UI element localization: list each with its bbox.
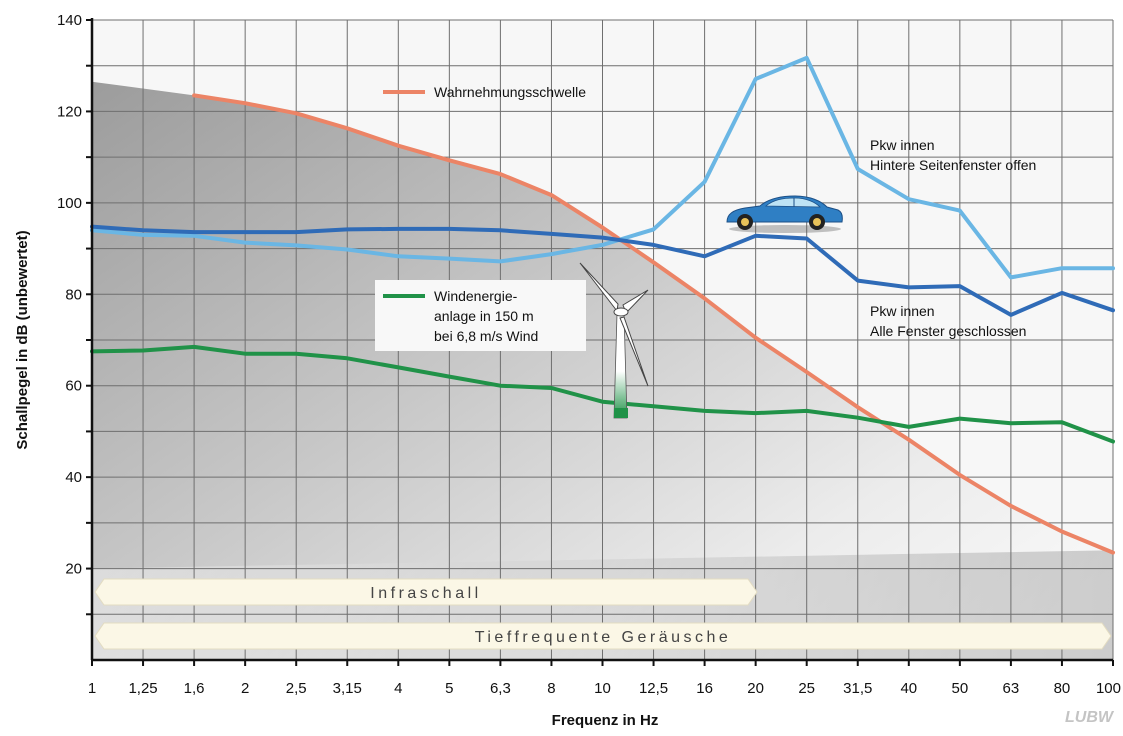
y-tick-label: 40: [65, 469, 82, 486]
car-icon: [726, 195, 843, 233]
x-tick-label: 10: [594, 680, 611, 697]
x-tick-label: 63: [1003, 680, 1020, 697]
threshold-label: Wahrnehmungsschwelle: [434, 84, 586, 100]
x-tick-label: 8: [547, 680, 555, 697]
wind-label-line2: anlage in 150 m: [434, 308, 534, 324]
x-tick-label: 50: [952, 680, 969, 697]
y-tick-label: 20: [65, 561, 82, 578]
axes: 20 40 60 80 100 120 140 1 1,25 1,6 2 2,5 3,15 4 5 6,3 8 1…: [57, 12, 1121, 697]
y-axis-title: Schallpegel in dB (unbewertet): [14, 230, 31, 449]
grid: [91, 19, 1114, 660]
y-tick-label: 100: [57, 195, 82, 212]
x-tick-label: 12,5: [639, 680, 668, 697]
x-tick-label: 6,3: [490, 680, 511, 697]
x-tick-label: 1,6: [184, 680, 205, 697]
x-tick-label: 1: [88, 680, 96, 697]
series-line-0: [192, 93, 1115, 555]
x-tick-label: 25: [798, 680, 815, 697]
series-lines: [90, 55, 1115, 555]
wind-label-line1: Windenergie-: [434, 288, 518, 304]
x-tick-label: 2: [241, 680, 249, 697]
tieffrequent-band-arrow: [94, 622, 1112, 650]
frequency-bands: Infraschall Tieffrequente Geräusche: [94, 578, 1112, 650]
car-closed-label-line1: Pkw innen: [870, 303, 935, 319]
x-tick-label: 80: [1054, 680, 1071, 697]
infraschall-band-arrow: [94, 578, 758, 606]
x-tick-label: 4: [394, 680, 402, 697]
x-axis-title: Frequenz in Hz: [552, 712, 659, 729]
lubw-logo: LUBW: [1065, 709, 1115, 726]
y-tick-label: 60: [65, 378, 82, 395]
tieffrequent-band-label: Tieffrequente Geräusche: [475, 629, 732, 646]
y-tick-label: 80: [65, 286, 82, 303]
x-tick-label: 40: [900, 680, 917, 697]
x-tick-label: 31,5: [843, 680, 872, 697]
wind-label-box: [375, 280, 586, 351]
annotations: Wahrnehmungsschwelle Pkw innen Hintere S…: [375, 84, 1036, 351]
car-open-label-line1: Pkw innen: [870, 137, 935, 153]
y-tick-label: 140: [57, 12, 82, 29]
infraschall-band-label: Infraschall: [370, 585, 481, 602]
series-line-1: [90, 55, 1115, 280]
series-line-2: [90, 224, 1115, 317]
x-tick-label: 16: [696, 680, 713, 697]
x-tick-label: 1,25: [128, 680, 157, 697]
x-tick-label: 3,15: [333, 680, 362, 697]
x-tick-label: 100: [1096, 680, 1121, 697]
series-line-3: [90, 344, 1115, 444]
x-tick-label: 20: [747, 680, 764, 697]
x-tick-label: 5: [445, 680, 453, 697]
car-open-label-line2: Hintere Seitenfenster offen: [870, 157, 1036, 173]
car-closed-label-line2: Alle Fenster geschlossen: [870, 323, 1026, 339]
y-tick-label: 120: [57, 103, 82, 120]
wind-turbine-icon: [579, 262, 649, 419]
wind-label-line3: bei 6,8 m/s Wind: [434, 328, 538, 344]
x-tick-label: 2,5: [286, 680, 307, 697]
